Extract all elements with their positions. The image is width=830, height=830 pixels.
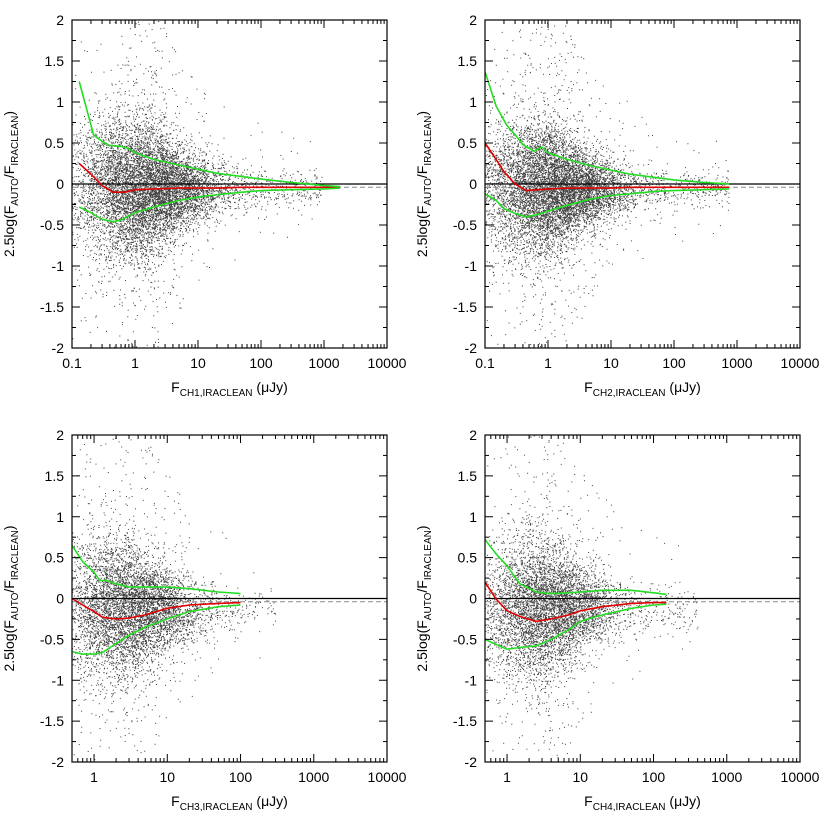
- y-tick-label: -1.5: [40, 713, 64, 729]
- y-tick-label: 1.5: [458, 468, 478, 484]
- x-tick-label: 10000: [781, 355, 820, 371]
- x-tick-label: 100: [642, 769, 666, 785]
- y-tick-label: -1: [52, 258, 65, 274]
- x-tick-label: 1: [544, 355, 552, 371]
- y-tick-label: 1: [56, 509, 64, 525]
- y-tick-label: 0: [469, 591, 477, 607]
- scatter-points: [72, 21, 324, 348]
- lower-bound-line: [72, 604, 241, 655]
- y-tick-label: -1: [465, 258, 478, 274]
- lower-bound-line: [485, 188, 730, 218]
- x-tick-label: 10: [603, 355, 619, 371]
- x-tick-label: 0.1: [475, 355, 495, 371]
- x-tick-label: 10: [159, 769, 175, 785]
- y-tick-label: -1: [52, 672, 65, 688]
- y-tick-label: -1.5: [453, 299, 477, 315]
- x-tick-label: 10: [572, 769, 588, 785]
- y-tick-label: 1.5: [45, 468, 65, 484]
- x-tick-label: 100: [662, 355, 686, 371]
- y-tick-label: 1: [56, 94, 64, 110]
- y-tick-label: 2: [56, 427, 64, 443]
- median-line: [485, 142, 730, 192]
- y-tick-label: 2: [56, 12, 64, 28]
- x-tick-label: 10000: [368, 355, 407, 371]
- y-tick-label: -0.5: [453, 217, 477, 233]
- y-tick-label: -1: [465, 672, 478, 688]
- y-tick-label: 2: [469, 12, 477, 28]
- y-tick-label: 0.5: [45, 135, 65, 151]
- x-tick-label: 1000: [721, 355, 752, 371]
- x-tick-label: 1000: [298, 769, 329, 785]
- y-tick-label: -2: [52, 754, 65, 770]
- x-axis-label: FCH2,IRACLEAN (μJy): [584, 379, 701, 399]
- y-axis-label: 2.5log(FAUTO/FIRACLEAN): [1, 525, 21, 671]
- y-tick-label: 1: [469, 509, 477, 525]
- panel-ch3: 1 10 100 1000 10000 -2 -1.5 -1 -0.5 0 0.5 1 1.5 2 FCH3…: [1, 427, 407, 813]
- y-tick-label: -0.5: [40, 217, 64, 233]
- x-tick-label: 1: [131, 355, 139, 371]
- y-axis-label: 2.5log(FAUTO/FIRACLEAN): [1, 111, 21, 257]
- x-tick-label: 1000: [711, 769, 742, 785]
- median-line: [485, 581, 667, 623]
- y-tick-label: -0.5: [453, 631, 477, 647]
- panel-ch1: 0.1 1 10 100 1000 10000 -2 -1.5 -1 -0.5 0 0.5 1 1.5 2 F…: [1, 12, 407, 399]
- y-tick-label: 1.5: [458, 53, 478, 69]
- lower-bound-line: [78, 187, 341, 223]
- y-tick-label: 1: [469, 94, 477, 110]
- scatter-points: [485, 435, 699, 758]
- x-tick-label: 10: [190, 355, 206, 371]
- x-axis-label: FCH4,IRACLEAN (μJy): [584, 793, 701, 813]
- median-line: [78, 162, 341, 193]
- median-line: [72, 597, 241, 620]
- x-tick-label: 100: [229, 769, 253, 785]
- scatter-points: [485, 22, 730, 348]
- panel-ch4: 1 10 100 1000 10000 -2 -1.5 -1 -0.5 0 0.5 1 1.5 2 FCH4…: [414, 427, 820, 813]
- scatter-points: [72, 437, 276, 762]
- x-tick-label: 1: [503, 769, 511, 785]
- x-tick-label: 0.1: [62, 355, 82, 371]
- y-tick-label: -1.5: [40, 299, 64, 315]
- y-tick-label: 0: [56, 591, 64, 607]
- x-tick-label: 1: [90, 769, 98, 785]
- upper-bound-line: [485, 71, 730, 185]
- y-tick-label: 1.5: [45, 53, 65, 69]
- panel-ch2: 0.1 1 10 100 1000 10000 -2 -1.5 -1 -0.5 0 0.5 1 1.5 2 F…: [414, 12, 820, 399]
- upper-bound-line: [485, 539, 667, 596]
- y-tick-label: 0: [469, 176, 477, 192]
- y-tick-label: -1.5: [453, 713, 477, 729]
- y-tick-label: -2: [465, 340, 478, 356]
- x-tick-label: 100: [249, 355, 273, 371]
- y-tick-label: -2: [52, 340, 65, 356]
- x-tick-label: 10000: [781, 769, 820, 785]
- y-tick-label: 0.5: [458, 135, 478, 151]
- y-tick-label: -2: [465, 754, 478, 770]
- y-tick-label: -0.5: [40, 631, 64, 647]
- x-axis-label: FCH1,IRACLEAN (μJy): [171, 379, 288, 399]
- upper-bound-line: [78, 81, 341, 188]
- x-axis-label: FCH3,IRACLEAN (μJy): [171, 793, 288, 813]
- x-tick-label: 10000: [368, 769, 407, 785]
- lower-bound-line: [485, 603, 667, 651]
- y-tick-label: 0.5: [45, 550, 65, 566]
- upper-bound-line: [72, 544, 241, 595]
- y-tick-label: 0: [56, 176, 64, 192]
- y-tick-label: 2: [469, 427, 477, 443]
- y-axis-label: 2.5log(FAUTO/FIRACLEAN): [414, 525, 434, 671]
- x-tick-label: 1000: [308, 355, 339, 371]
- y-axis-label: 2.5log(FAUTO/FIRACLEAN): [414, 111, 434, 257]
- y-tick-label: 0.5: [458, 550, 478, 566]
